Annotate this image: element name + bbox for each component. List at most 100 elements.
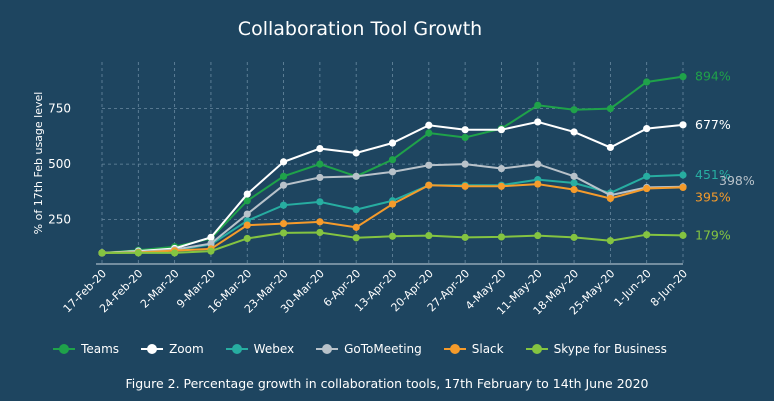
- end-label-zoom: 677%: [695, 117, 731, 132]
- data-point-teams: [425, 129, 433, 137]
- legend-label: Slack: [471, 342, 504, 356]
- data-point-zoom: [643, 124, 651, 133]
- x-tick-label: 8-Jun-20: [648, 267, 690, 309]
- data-point-zoom: [352, 149, 360, 157]
- data-point-teams: [388, 156, 397, 164]
- data-point-gotomeeting: [243, 210, 251, 218]
- legend-item-teams: Teams: [53, 342, 119, 356]
- data-point-zoom: [679, 121, 687, 129]
- data-point-skype-for-business: [134, 249, 142, 257]
- y-tick-label: 750: [48, 102, 71, 116]
- legend-swatch: [141, 343, 164, 355]
- legend-swatch: [53, 343, 76, 355]
- data-point-gotomeeting: [461, 160, 469, 168]
- legend-label: GoToMeeting: [344, 342, 422, 356]
- legend-swatch: [443, 343, 466, 355]
- data-point-zoom: [534, 118, 542, 126]
- legend-swatch: [225, 343, 248, 355]
- data-point-zoom: [388, 139, 397, 147]
- data-point-slack: [606, 194, 614, 203]
- data-point-gotomeeting: [497, 164, 506, 173]
- data-point-skype-for-business: [643, 231, 651, 239]
- y-axis: 250 500 750% of 17th Feb usage level: [32, 92, 71, 235]
- data-point-slack: [643, 184, 651, 193]
- data-point-slack: [388, 200, 397, 208]
- data-point-webex: [643, 172, 651, 180]
- data-point-gotomeeting: [352, 172, 360, 180]
- y-tick-label: 250: [48, 213, 71, 227]
- data-point-zoom: [606, 143, 614, 152]
- data-point-zoom: [316, 144, 324, 153]
- x-tick-label: 2-Mar-20: [138, 267, 182, 311]
- data-point-teams: [679, 73, 687, 81]
- data-point-teams: [534, 101, 542, 109]
- data-point-gotomeeting: [316, 173, 324, 182]
- data-point-zoom: [461, 126, 469, 134]
- data-point-zoom: [497, 126, 506, 134]
- data-point-skype-for-business: [243, 234, 251, 243]
- legend-item-slack: Slack: [443, 342, 504, 356]
- data-point-zoom: [425, 121, 433, 129]
- data-point-gotomeeting: [207, 239, 215, 248]
- data-point-slack: [316, 218, 324, 226]
- x-tick-label: 1-Jun-20: [612, 267, 654, 309]
- data-point-skype-for-business: [207, 247, 215, 255]
- data-point-webex: [352, 206, 360, 214]
- data-point-slack: [425, 181, 433, 189]
- end-label-slack: 395%: [695, 189, 731, 204]
- data-point-gotomeeting: [570, 172, 578, 180]
- data-point-gotomeeting: [425, 161, 433, 169]
- data-point-skype-for-business: [316, 228, 324, 237]
- data-point-slack: [461, 182, 469, 190]
- end-label-gotomeeting: 398%: [719, 173, 755, 188]
- data-point-gotomeeting: [388, 168, 397, 176]
- data-point-webex: [279, 201, 288, 209]
- data-point-webex: [570, 179, 578, 187]
- data-point-teams: [606, 105, 614, 113]
- end-label-skype-for-business: 179%: [695, 227, 731, 242]
- data-point-skype-for-business: [279, 229, 288, 237]
- data-point-skype-for-business: [679, 231, 687, 239]
- legend-item-webex: Webex: [225, 342, 295, 356]
- data-point-skype-for-business: [606, 237, 614, 245]
- data-point-skype-for-business: [534, 231, 542, 240]
- chart-title: Collaboration Tool Growth: [237, 18, 483, 40]
- end-label-teams: 894%: [695, 69, 731, 84]
- y-axis-title: % of 17th Feb usage level: [32, 92, 45, 235]
- data-point-skype-for-business: [570, 233, 578, 241]
- data-point-teams: [643, 78, 651, 86]
- data-point-slack: [352, 223, 360, 231]
- data-point-skype-for-business: [388, 232, 397, 240]
- data-point-gotomeeting: [279, 181, 288, 189]
- data-point-skype-for-business: [352, 234, 360, 242]
- legend-label: Webex: [253, 342, 295, 356]
- legend-label: Teams: [81, 342, 120, 356]
- data-point-slack: [279, 220, 288, 228]
- data-point-gotomeeting: [534, 160, 542, 168]
- legend-item-gotomeeting: GoToMeeting: [316, 342, 422, 356]
- data-point-webex: [679, 171, 687, 179]
- data-point-slack: [570, 186, 578, 194]
- figure-caption: Figure 2. Percentage growth in collabora…: [125, 376, 649, 391]
- data-point-skype-for-business: [425, 231, 433, 240]
- end-label-webex: 451%: [695, 167, 731, 182]
- legend-item-skype-for-business: Skype for Business: [525, 342, 667, 356]
- data-point-slack: [679, 183, 687, 192]
- series-group: [98, 73, 687, 257]
- data-point-slack: [534, 180, 542, 188]
- data-point-zoom: [570, 128, 578, 136]
- data-point-skype-for-business: [98, 249, 106, 257]
- data-point-teams: [279, 172, 288, 180]
- legend-label: Zoom: [169, 342, 204, 356]
- legend-item-zoom: Zoom: [141, 342, 204, 356]
- data-point-teams: [570, 106, 578, 114]
- legend-label: Skype for Business: [553, 342, 667, 356]
- legend-swatch: [316, 343, 339, 355]
- data-point-slack: [243, 221, 251, 229]
- data-point-zoom: [243, 190, 251, 198]
- data-point-skype-for-business: [171, 249, 179, 257]
- legend-swatch: [525, 343, 548, 355]
- data-point-slack: [497, 182, 506, 190]
